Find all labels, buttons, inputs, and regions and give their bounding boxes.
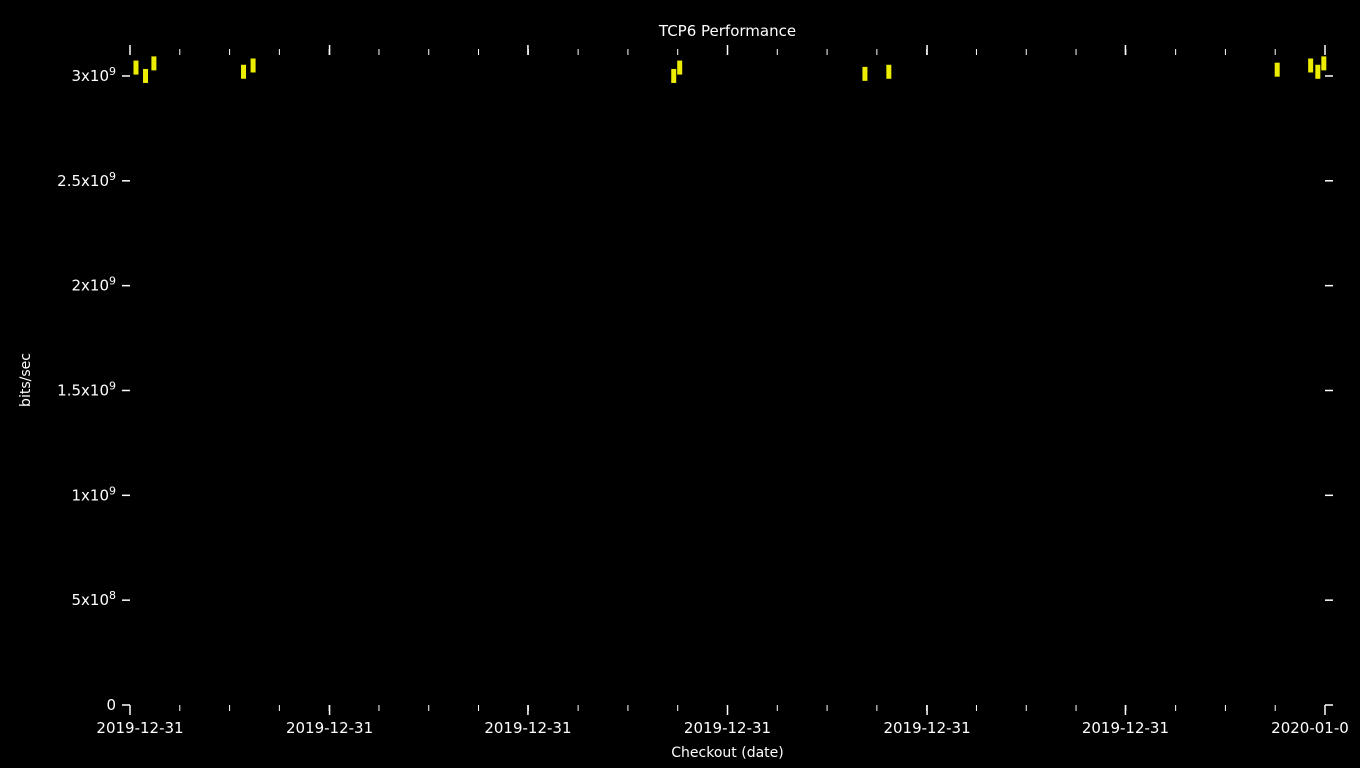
data-marker (251, 58, 256, 72)
data-marker (862, 67, 867, 81)
data-marker (677, 61, 682, 75)
y-tick-label: 5x108 (71, 589, 116, 609)
data-marker (151, 56, 156, 70)
x-tick-label: 2019-12-31 (1082, 719, 1169, 737)
data-marker (241, 65, 246, 79)
data-marker (1275, 63, 1280, 77)
data-marker (143, 69, 148, 83)
x-tick-label: 2020-01-0 (1271, 719, 1349, 737)
x-tick-label: 2019-12-31 (286, 719, 373, 737)
y-tick-label: 2.5x109 (57, 170, 116, 190)
x-tick-label: 2019-12-31 (484, 719, 571, 737)
data-marker (1308, 58, 1313, 72)
x-tick-label: 2019-12-31 (684, 719, 771, 737)
x-tick-label: 2019-12-31 (883, 719, 970, 737)
x-tick-label: 2019-12-31 (96, 719, 183, 737)
y-tick-label: 0 (106, 696, 116, 714)
y-tick-label: 3x109 (71, 65, 116, 85)
y-tick-label: 1.5x109 (57, 379, 116, 399)
chart-title: TCP6 Performance (658, 22, 796, 40)
y-tick-label: 2x109 (71, 275, 116, 295)
tcp6-performance-chart: TCP6 Performance 0 5x108 1x109 1.5x109 2x109 2… (0, 0, 1360, 768)
y-axis-label: bits/sec (18, 353, 34, 407)
data-marker (671, 69, 676, 83)
data-marker (886, 65, 891, 79)
y-tick-label: 1x109 (71, 484, 116, 504)
data-marker (1315, 65, 1320, 79)
data-marker (133, 61, 138, 75)
x-axis-label: Checkout (date) (671, 745, 783, 761)
data-marker (1321, 56, 1326, 70)
